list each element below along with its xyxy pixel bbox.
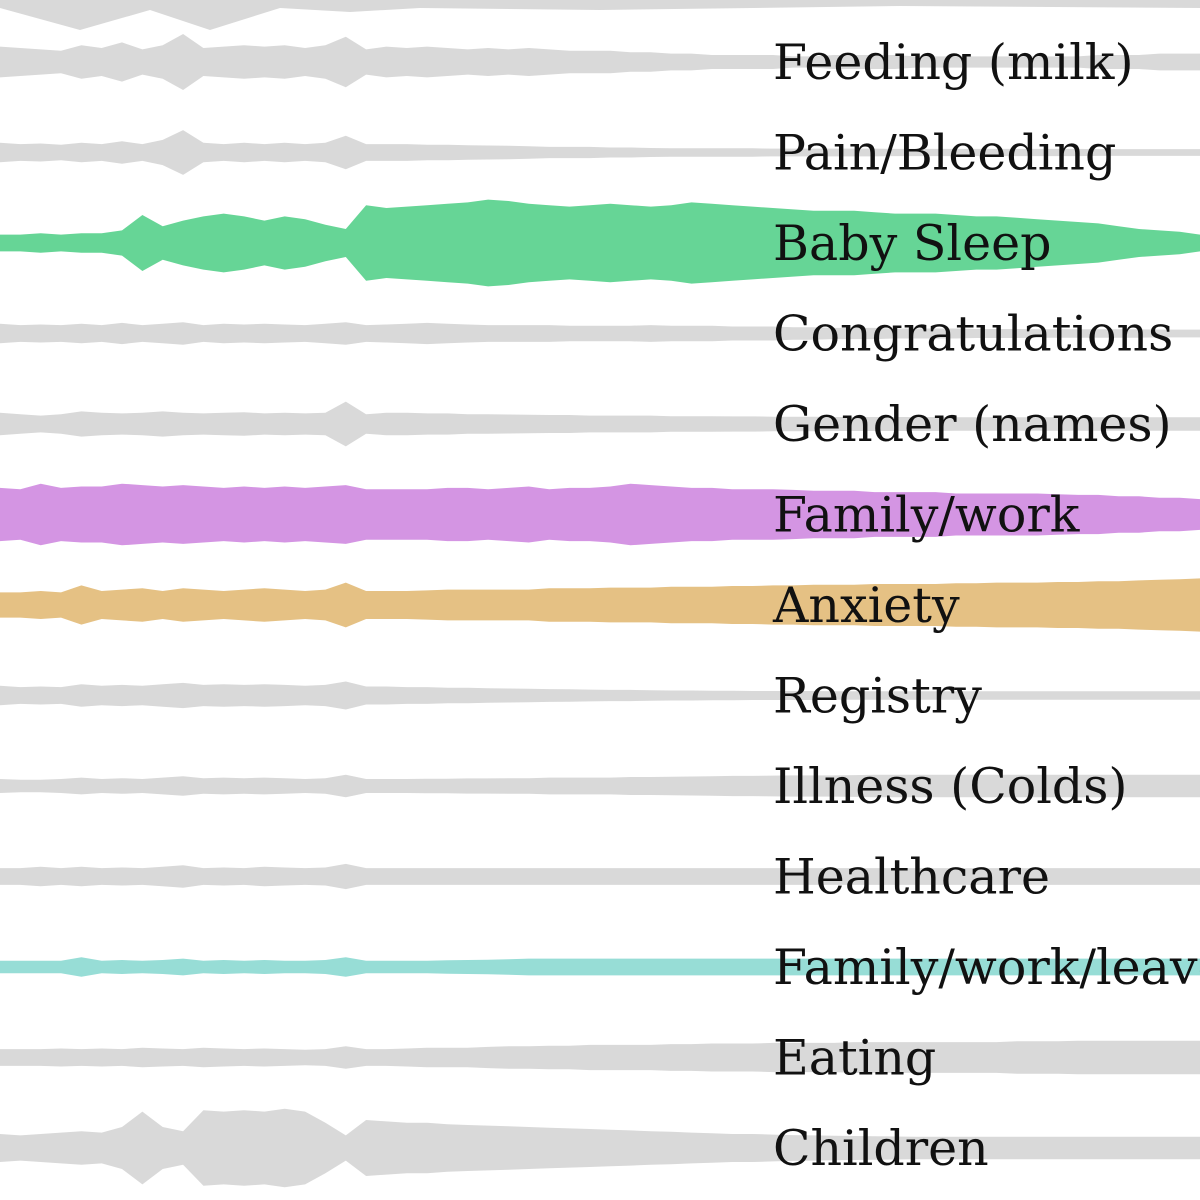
band-feeding-milk (0, 34, 1200, 90)
label-healthcare: Healthcare (773, 849, 1050, 906)
band-illness-colds (0, 774, 1200, 798)
label-baby-sleep: Baby Sleep (773, 215, 1051, 272)
labels-layer: Feeding (milk) Pain/Bleeding Baby Sleep Con… (772, 34, 1200, 1177)
band-eating (0, 1040, 1200, 1075)
band-children (0, 1108, 1200, 1188)
label-illness-colds: Illness (Colds) (773, 758, 1128, 815)
label-gender-names: Gender (names) (773, 396, 1172, 453)
band-gender-names (0, 401, 1200, 447)
band-congratulations (0, 322, 1200, 345)
band-baby-sleep (0, 199, 1200, 287)
label-feeding-milk: Feeding (milk) (773, 34, 1134, 91)
band-family-work-leave (0, 957, 1200, 977)
band-healthcare (0, 863, 1200, 890)
cropped-band-top (0, 0, 1200, 30)
label-family-work-leave: Family/work/leave (773, 939, 1200, 996)
label-family-work: Family/work (773, 487, 1081, 544)
band-anxiety (0, 578, 1200, 632)
label-children: Children (773, 1120, 989, 1177)
label-congratulations: Congratulations (773, 306, 1173, 363)
label-registry: Registry (773, 668, 982, 725)
label-anxiety: Anxiety (772, 577, 960, 634)
band-family-work (0, 483, 1200, 546)
label-eating: Eating (773, 1030, 936, 1087)
band-pain-bleeding (0, 130, 1200, 175)
band-registry (0, 681, 1200, 710)
label-pain-bleeding: Pain/Bleeding (773, 125, 1116, 182)
